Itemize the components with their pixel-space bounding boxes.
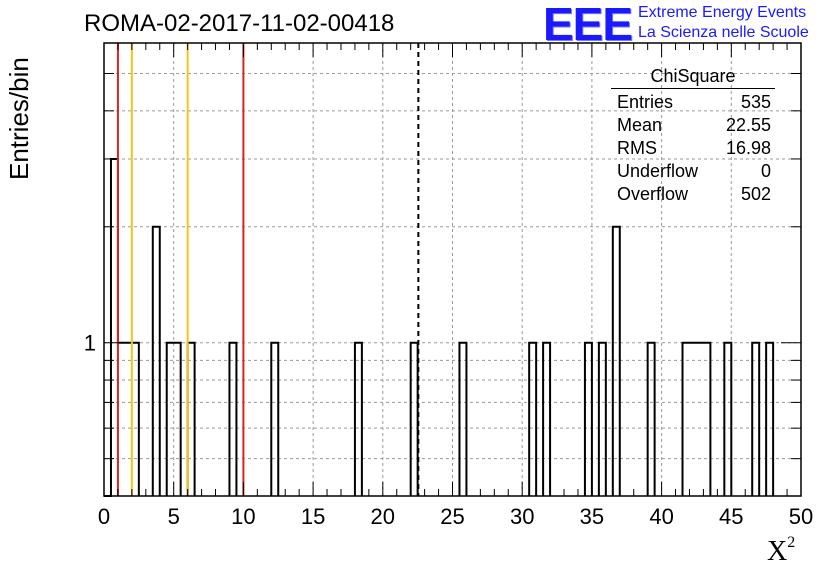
x-tick-label: 20: [371, 504, 395, 529]
histogram-bin: [689, 343, 696, 496]
histogram-outline: [104, 157, 775, 497]
stats-label: Entries: [617, 92, 674, 112]
histogram-bin: [118, 343, 125, 496]
histogram-bin: [543, 343, 550, 496]
x-tick-label: 0: [98, 504, 110, 529]
chart-title: ROMA-02-2017-11-02-00418: [84, 10, 395, 37]
histogram-bin: [111, 159, 118, 496]
x-tick-label: 25: [440, 504, 464, 529]
stats-title: ChiSquare: [611, 66, 775, 89]
histogram-bin: [696, 343, 703, 496]
stats-value: 535: [740, 92, 771, 112]
histogram-bin: [585, 343, 592, 496]
stats-row-rms: RMS 16.98: [611, 137, 775, 160]
reference-lines: [116, 43, 420, 496]
x-tick-label: 10: [231, 504, 255, 529]
histogram-bin: [125, 343, 132, 496]
stats-row-entries: Entries 535: [611, 91, 775, 114]
x-tick-label: 40: [649, 504, 673, 529]
histogram-bin: [132, 343, 139, 496]
histogram-bins: [104, 157, 775, 497]
histogram-bin: [174, 343, 181, 496]
histogram-bin: [648, 343, 655, 496]
stats-label: RMS: [617, 138, 657, 158]
stats-box: ChiSquare Entries 535 Mean 22.55 RMS 16.…: [611, 66, 775, 206]
histogram-bin: [355, 343, 362, 496]
x-tick-label: 50: [789, 504, 813, 529]
stats-value: 0: [760, 161, 771, 181]
x-tick-label: 15: [301, 504, 325, 529]
axes: 0 5 10 15 20 25 30 35 40 45 50 1: [84, 42, 813, 529]
histogram-bin: [683, 343, 690, 496]
histogram-bin: [459, 343, 466, 496]
histogram-bin: [411, 343, 418, 496]
x-tick-label: 5: [168, 504, 180, 529]
y-axis-label: Entries/bin: [4, 57, 34, 180]
histogram-bin: [229, 343, 236, 496]
logo-line-2: La Scienza nelle Scuole: [638, 24, 809, 41]
histogram-bin: [599, 343, 606, 496]
logo-line-1: Extreme Energy Events: [638, 4, 807, 21]
histogram-bin: [752, 343, 759, 496]
stats-value: 16.98: [725, 138, 771, 158]
stats-label: Overflow: [617, 184, 689, 204]
histogram-bin: [167, 343, 174, 496]
x-tick-label: 45: [719, 504, 743, 529]
histogram-bin: [529, 343, 536, 496]
histogram-bin: [703, 343, 710, 496]
y-tick-label: 1: [84, 331, 96, 356]
histogram-bin: [153, 227, 160, 496]
histogram-bin: [724, 343, 731, 496]
x-axis-label: X2: [767, 534, 796, 568]
x-axis-label-superscript: 2: [787, 534, 796, 551]
stats-value: 502: [740, 184, 771, 204]
histogram-bin: [188, 343, 195, 496]
histogram-bin: [271, 343, 278, 496]
logo-mark: EEE: [543, 0, 633, 50]
stats-row-underflow: Underflow 0: [611, 160, 775, 183]
x-tick-label: 30: [510, 504, 534, 529]
stats-label: Mean: [617, 115, 663, 135]
stats-label: Underflow: [617, 161, 699, 181]
grid: [104, 43, 801, 496]
stats-value: 22.55: [725, 115, 771, 135]
histogram-bin: [766, 343, 773, 496]
stats-row-mean: Mean 22.55: [611, 114, 775, 137]
x-axis-label-base: X: [767, 536, 788, 567]
histogram-bin: [613, 227, 620, 496]
x-tick-label: 35: [580, 504, 604, 529]
stats-row-overflow: Overflow 502: [611, 183, 775, 206]
